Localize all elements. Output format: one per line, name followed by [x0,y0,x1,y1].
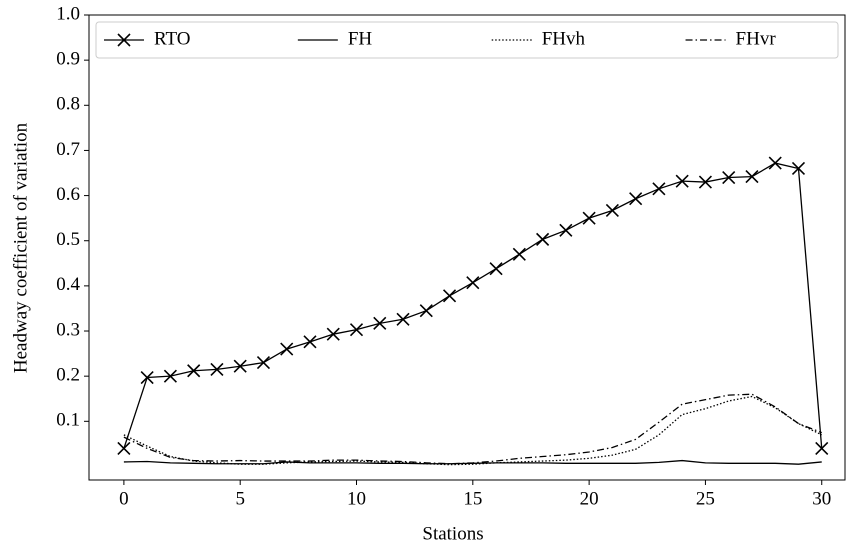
legend-label: FHvh [542,28,586,49]
marker [419,304,433,318]
marker [233,359,247,373]
y-tick-label: 0.2 [56,365,80,386]
marker [163,369,177,383]
marker [536,232,550,246]
marker [652,182,666,196]
marker [722,170,736,185]
y-tick-label: 1.0 [56,3,80,24]
plot-frame [88,14,846,481]
y-tick-label: 0.5 [56,229,80,250]
marker [698,175,712,189]
x-tick-label: 5 [235,488,245,509]
marker [256,356,271,370]
marker [280,342,294,356]
marker [675,174,689,188]
legend-label: FHvr [736,28,777,49]
y-tick-label: 0.8 [56,94,80,115]
marker [489,262,503,276]
marker [349,323,364,337]
legend-box [95,21,839,59]
x-axis-label: Stations [422,523,483,544]
x-tick-label: 0 [119,488,129,509]
marker [791,161,806,176]
series-line [123,162,823,449]
y-axis-label: Headway coefficient of variation [10,122,31,373]
marker [559,223,573,237]
marker [140,370,154,385]
marker [187,364,201,378]
y-tick-label: 0.3 [56,319,80,340]
marker [745,170,759,184]
marker [326,327,340,341]
marker [629,192,643,206]
marker [768,156,782,170]
y-tick-label: 0.9 [56,49,80,70]
marker [303,335,317,349]
legend-label: FH [348,28,373,49]
legend-label: RTO [154,28,191,49]
marker [466,276,480,290]
series-line [123,395,823,466]
y-tick-label: 0.6 [56,184,80,205]
series-line [123,393,822,465]
marker [512,247,526,261]
marker [582,211,596,225]
legend-marker [117,33,131,47]
x-tick-label: 30 [812,488,831,509]
marker [396,312,410,326]
marker [117,441,131,455]
x-tick-label: 15 [463,488,482,509]
marker [605,203,619,218]
x-tick-label: 20 [580,488,599,509]
x-tick-label: 10 [347,488,366,509]
marker [442,289,457,303]
y-tick-label: 0.4 [56,274,80,295]
marker [210,362,224,376]
marker [373,316,387,330]
y-tick-label: 0.7 [56,139,80,160]
y-tick-label: 0.1 [56,410,80,431]
marker [815,441,829,455]
x-tick-label: 25 [696,488,715,509]
